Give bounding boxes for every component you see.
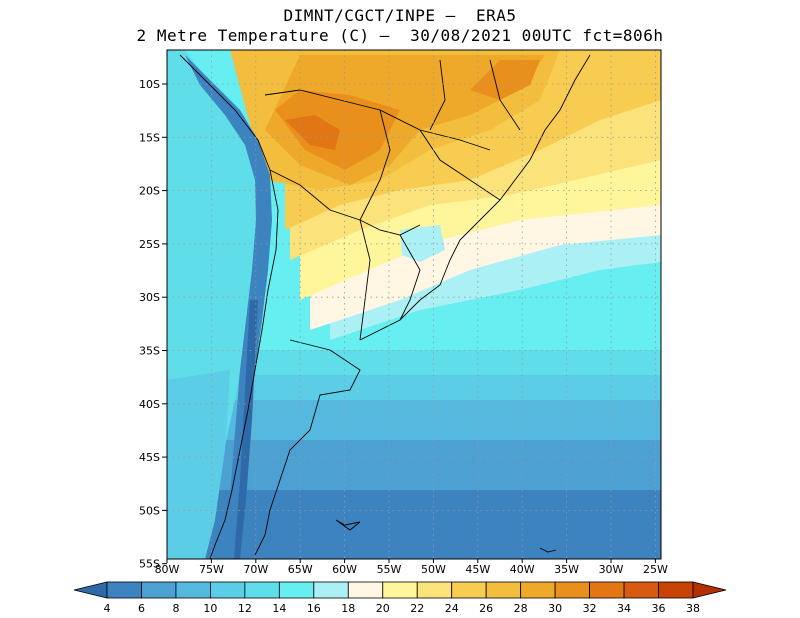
colorbar-swatch: [313, 581, 349, 599]
colorbar-swatch: [382, 581, 418, 599]
map-frame: [166, 49, 662, 560]
border-2: [359, 219, 371, 341]
lat-label: 45S: [139, 451, 160, 464]
colorbar-swatch: [416, 581, 453, 599]
colorbar-label: 32: [583, 602, 597, 615]
colorbar-swatch: [244, 581, 280, 599]
south-georgia: [539, 547, 557, 553]
field-cool-pocket: [400, 225, 445, 262]
colorbar-label: 28: [514, 602, 528, 615]
lon-label: 70W: [243, 563, 268, 576]
lon-label: 45W: [465, 563, 490, 576]
colorbar-swatch: [278, 581, 315, 599]
lon-label: 80W: [155, 563, 180, 576]
colorbar-label: 34: [617, 602, 631, 615]
lat-label: 20S: [139, 185, 160, 198]
colorbar-swatch: [658, 581, 694, 599]
colorbar-label: 4: [104, 602, 111, 615]
colorbar-label: 26: [479, 602, 493, 615]
colorbar-label: 8: [172, 602, 179, 615]
colorbar-swatch: [554, 581, 590, 599]
temperature-field: [167, 50, 661, 559]
field-pacific-south: [167, 370, 230, 559]
colorbar-label: 12: [238, 602, 252, 615]
lon-label: 75W: [199, 563, 224, 576]
colorbar-swatch: [175, 581, 211, 599]
colorbar-label: 10: [203, 602, 217, 615]
lon-label: 65W: [288, 563, 313, 576]
colorbar-low-arrow: [73, 581, 108, 599]
border-6: [419, 129, 501, 201]
map-title-line2: 2 Metre Temperature (C) – 30/08/2021 00U…: [136, 26, 664, 45]
field-andes-core: [234, 300, 258, 559]
colorbar-swatch: [485, 581, 522, 599]
colorbar-label: 20: [376, 602, 390, 615]
brazil-coast: [359, 54, 591, 341]
lat-label: 30S: [139, 291, 160, 304]
lon-label: 35W: [554, 563, 579, 576]
lat-label: 35S: [139, 345, 160, 358]
colorbar-label: 6: [138, 602, 145, 615]
lat-label: 50S: [139, 504, 160, 517]
chile-coast: [179, 54, 279, 560]
lon-label: 55W: [377, 563, 402, 576]
colorbar-swatch: [520, 581, 556, 599]
lat-label: 40S: [139, 398, 160, 411]
lat-label: 10S: [139, 78, 160, 91]
latitude-labels: 10S 15S 20S 25S 30S 35S 40S 45S 50S 55S: [139, 78, 167, 571]
colorbar-label: 18: [341, 602, 355, 615]
colorbar-label: 22: [410, 602, 424, 615]
colorbar-label: 36: [652, 602, 666, 615]
lat-label: 15S: [139, 131, 160, 144]
colorbar-label: 14: [272, 602, 286, 615]
colorbar-swatch: [141, 581, 177, 599]
graticule: [167, 50, 661, 559]
colorbar-swatch: [451, 581, 487, 599]
border-8: [489, 59, 521, 131]
colorbar: [73, 581, 727, 599]
colorbar-labels: 4 6 8 10 12 14 16 18 20 22 24 26 28 30 32 34 36 38: [104, 602, 701, 615]
map-title-line1: DIMNT/CGCT/INPE – ERA5: [283, 6, 517, 25]
colorbar-label: 24: [445, 602, 459, 615]
colorbar-swatch: [623, 581, 659, 599]
colorbar-label: 16: [307, 602, 321, 615]
border-7: [429, 59, 446, 131]
colorbar-swatch: [106, 581, 142, 599]
lon-label: 30W: [599, 563, 624, 576]
colorbar-label: 30: [548, 602, 562, 615]
lon-label: 40W: [510, 563, 535, 576]
lat-label: 25S: [139, 238, 160, 251]
colorbar-swatch: [210, 581, 246, 599]
lon-label: 25W: [643, 563, 668, 576]
colorbar-label: 38: [686, 602, 700, 615]
argentina-coast: [254, 339, 361, 556]
lat-label: 55S: [139, 558, 160, 571]
longitude-labels: 80W 75W 70W 65W 60W 55W 50W 45W 40W 35W 30W 25W: [155, 559, 668, 576]
field-band-34-east: [470, 60, 540, 100]
lon-label: 50W: [421, 563, 446, 576]
falklands: [335, 519, 361, 531]
colorbar-swatch: [347, 581, 384, 599]
lon-label: 60W: [332, 563, 357, 576]
border-5: [359, 109, 391, 221]
field-band-36: [285, 115, 340, 150]
colorbar-high-arrow: [692, 581, 727, 599]
border-3: [399, 234, 421, 321]
colorbar-swatch: [589, 581, 625, 599]
